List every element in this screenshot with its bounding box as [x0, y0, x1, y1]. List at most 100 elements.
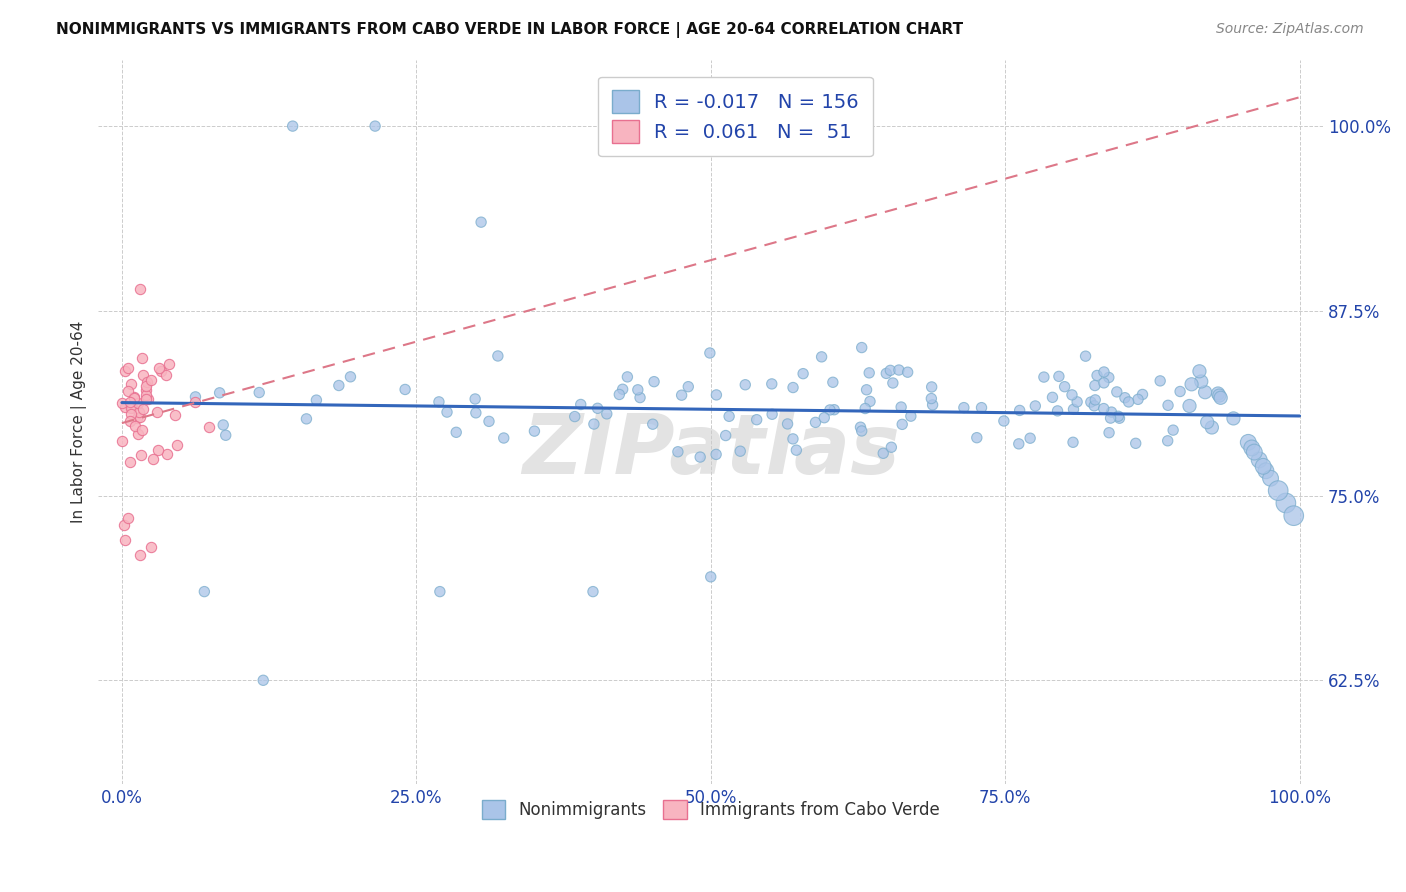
- Point: [1275, 496, 1298, 510]
- Point: [118, 395, 141, 409]
- Point: [706, 388, 728, 402]
- Point: [1080, 395, 1102, 409]
- Point: [120, 401, 142, 415]
- Point: [464, 392, 486, 406]
- Point: [141, 541, 163, 555]
- Point: [818, 403, 841, 417]
- Point: [486, 349, 509, 363]
- Point: [1201, 420, 1223, 434]
- Point: [198, 420, 221, 434]
- Point: [1206, 386, 1229, 401]
- Legend: Nonimmigrants, Immigrants from Cabo Verde: Nonimmigrants, Immigrants from Cabo Verd…: [475, 794, 946, 826]
- Point: [132, 368, 155, 383]
- Point: [858, 366, 880, 380]
- Point: [641, 417, 664, 432]
- Point: [149, 364, 172, 378]
- Point: [1197, 415, 1219, 429]
- Point: [492, 431, 515, 445]
- Point: [1046, 404, 1069, 418]
- Point: [1098, 370, 1121, 384]
- Point: [890, 400, 912, 414]
- Point: [127, 396, 149, 410]
- Point: [718, 409, 741, 424]
- Point: [112, 518, 135, 533]
- Point: [523, 424, 546, 438]
- Point: [120, 455, 142, 469]
- Point: [1149, 374, 1171, 388]
- Point: [1157, 434, 1180, 448]
- Text: ZIPatlas: ZIPatlas: [522, 410, 900, 491]
- Point: [1085, 368, 1108, 383]
- Y-axis label: In Labor Force | Age 20-64: In Labor Force | Age 20-64: [72, 320, 87, 523]
- Point: [193, 584, 215, 599]
- Point: [1066, 395, 1088, 409]
- Point: [745, 413, 768, 427]
- Point: [627, 383, 650, 397]
- Point: [564, 409, 586, 424]
- Point: [582, 584, 605, 599]
- Point: [1053, 380, 1076, 394]
- Point: [880, 440, 903, 454]
- Point: [429, 584, 451, 599]
- Point: [128, 548, 150, 562]
- Point: [607, 387, 630, 401]
- Point: [394, 383, 416, 397]
- Point: [117, 384, 139, 398]
- Point: [1254, 464, 1277, 478]
- Point: [785, 443, 807, 458]
- Point: [1282, 508, 1305, 523]
- Point: [122, 391, 145, 405]
- Point: [131, 351, 153, 366]
- Point: [125, 411, 148, 425]
- Point: [855, 383, 877, 397]
- Point: [1092, 401, 1115, 416]
- Point: [135, 388, 157, 402]
- Point: [1098, 425, 1121, 440]
- Point: [1260, 471, 1282, 485]
- Point: [678, 379, 700, 393]
- Point: [427, 395, 450, 409]
- Point: [761, 376, 783, 391]
- Point: [582, 417, 605, 431]
- Point: [183, 395, 205, 409]
- Point: [1240, 441, 1263, 455]
- Point: [1194, 385, 1216, 400]
- Point: [920, 392, 942, 406]
- Point: [1267, 483, 1289, 498]
- Point: [823, 402, 845, 417]
- Point: [1209, 391, 1232, 405]
- Point: [1083, 399, 1105, 413]
- Point: [111, 434, 134, 448]
- Point: [122, 390, 145, 404]
- Point: [120, 377, 142, 392]
- Point: [761, 407, 783, 421]
- Point: [891, 417, 914, 432]
- Point: [339, 369, 361, 384]
- Point: [114, 533, 136, 547]
- Point: [1024, 399, 1046, 413]
- Point: [730, 444, 752, 458]
- Point: [208, 385, 231, 400]
- Point: [821, 376, 844, 390]
- Point: [596, 407, 619, 421]
- Point: [142, 452, 165, 467]
- Point: [875, 367, 897, 381]
- Point: [247, 385, 270, 400]
- Point: [129, 410, 152, 425]
- Point: [993, 414, 1015, 428]
- Point: [127, 427, 149, 442]
- Point: [1114, 391, 1136, 405]
- Point: [1188, 364, 1211, 378]
- Point: [135, 392, 157, 406]
- Point: [118, 414, 141, 428]
- Point: [1060, 388, 1083, 402]
- Point: [1249, 453, 1271, 467]
- Point: [1105, 384, 1128, 399]
- Point: [666, 444, 689, 458]
- Point: [776, 417, 799, 431]
- Point: [782, 380, 804, 394]
- Point: [851, 341, 873, 355]
- Point: [1251, 459, 1274, 474]
- Point: [131, 423, 153, 437]
- Point: [1180, 377, 1202, 392]
